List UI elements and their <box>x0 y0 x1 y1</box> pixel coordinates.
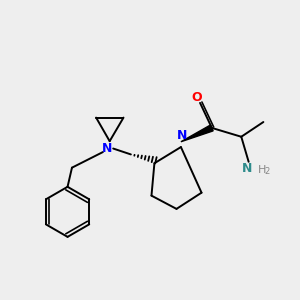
Text: N: N <box>242 162 252 175</box>
Polygon shape <box>181 125 213 142</box>
Text: O: O <box>191 91 202 104</box>
Text: H: H <box>258 165 266 175</box>
Text: N: N <box>177 129 188 142</box>
Text: N: N <box>102 142 112 155</box>
Text: 2: 2 <box>264 167 269 176</box>
